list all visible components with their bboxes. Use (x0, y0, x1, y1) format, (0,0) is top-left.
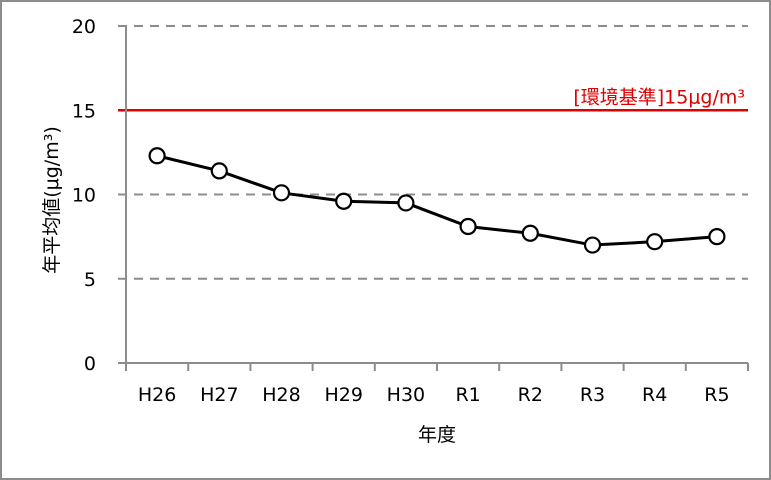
x-tick-label: R4 (642, 384, 667, 406)
series-line (156, 154, 718, 247)
x-tick-label: R1 (455, 384, 480, 406)
y-tick-label: 15 (72, 100, 96, 122)
x-tick-label: H26 (138, 384, 176, 406)
data-point-marker (397, 194, 415, 212)
y-tick-label: 5 (84, 269, 96, 291)
data-point-marker (335, 192, 353, 210)
x-tick-label: H30 (387, 384, 425, 406)
x-tick-label: R3 (580, 384, 605, 406)
data-point-marker (646, 233, 664, 251)
data-point-marker (708, 228, 726, 246)
x-tick-label: H27 (200, 384, 238, 406)
x-tick-label: R2 (518, 384, 543, 406)
reference-line-label: [環境基準]15μg/m³ (573, 86, 745, 108)
data-point-marker (521, 224, 539, 242)
x-tick-label: H29 (324, 384, 362, 406)
data-point-marker (210, 162, 228, 180)
y-tick-label: 10 (72, 185, 96, 207)
x-tick-label: H28 (262, 384, 300, 406)
data-point-marker (272, 184, 291, 202)
data-point-marker (583, 236, 602, 254)
data-point-marker (148, 147, 166, 165)
y-tick-label: 0 (84, 353, 96, 375)
y-axis-title: 年平均値(μg/m³) (41, 126, 63, 274)
y-tick-label: 20 (72, 16, 96, 38)
x-tick-label: R5 (704, 384, 729, 406)
data-point-marker (459, 217, 477, 236)
x-axis-title: 年度 (418, 424, 456, 446)
